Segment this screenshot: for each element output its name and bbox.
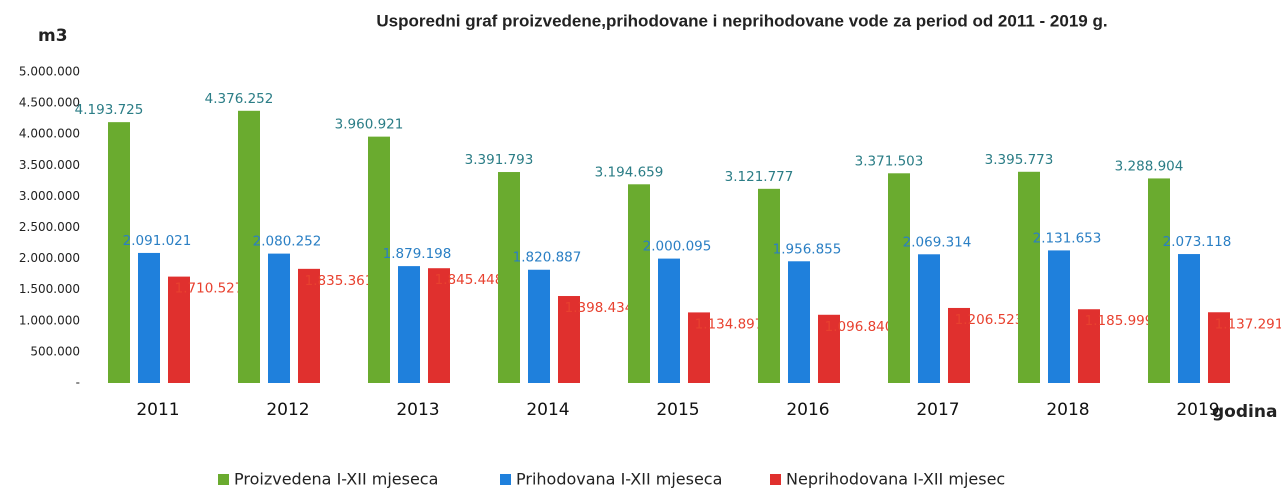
bar: [888, 173, 910, 383]
value-label: 1.206.523: [955, 312, 1024, 328]
value-label: 3.288.904: [1115, 158, 1184, 174]
value-label: 1.956.855: [773, 241, 842, 257]
x-axis-label: godina: [1212, 402, 1277, 422]
y-tick-label: 2.500.000: [19, 220, 80, 234]
bar: [818, 314, 840, 383]
value-label: 1.137.291: [1215, 316, 1281, 332]
value-label: 1.398.434: [565, 300, 634, 316]
bar: [498, 172, 520, 383]
bar: [298, 268, 320, 383]
bar: [138, 252, 160, 383]
x-tick-label: 2015: [656, 400, 699, 420]
chart-title: Usporedni graf proizvedene,prihodovane i…: [376, 11, 1107, 30]
value-label: 3.391.793: [465, 152, 534, 168]
bar: [1018, 171, 1040, 383]
y-axis-label: m3: [38, 26, 68, 46]
bar: [688, 312, 710, 383]
value-label: 1.845.448: [435, 272, 504, 288]
bar: [1178, 254, 1200, 383]
bar: [108, 122, 130, 384]
value-label: 2.131.653: [1033, 230, 1102, 246]
bar: [268, 253, 290, 383]
value-label: 3.960.921: [335, 117, 404, 133]
value-label: 1.096.840: [825, 319, 894, 335]
value-label: 3.121.777: [725, 169, 794, 185]
value-label: 3.395.773: [985, 152, 1054, 168]
value-label: 2.080.252: [253, 234, 322, 250]
value-label: 2.000.095: [643, 239, 712, 255]
y-tick-label: 4.500.000: [19, 96, 80, 110]
bar: [758, 188, 780, 383]
y-tick-label: 3.500.000: [19, 158, 80, 172]
value-label: 3.194.659: [595, 164, 664, 180]
bar: [948, 307, 970, 383]
value-label: 2.091.021: [123, 233, 192, 249]
legend-label: Prihodovana I-XII mjeseca: [516, 470, 722, 489]
y-tick-label: 2.000.000: [19, 251, 80, 265]
value-label: 2.073.118: [1163, 234, 1232, 250]
bar: [428, 268, 450, 383]
x-tick-label: 2019: [1176, 400, 1219, 420]
bar: [1078, 309, 1100, 383]
bar: [788, 261, 810, 383]
y-tick-label: 5.000.000: [19, 65, 80, 79]
y-tick-label: 1.000.000: [19, 313, 80, 327]
bar: [1048, 250, 1070, 383]
bar: [528, 269, 550, 383]
value-label: 1.879.198: [383, 246, 452, 262]
legend-label: Neprihodovana I-XII mjesec: [786, 470, 1005, 489]
y-tick-label: 3.000.000: [19, 189, 80, 203]
y-tick-label: -: [76, 376, 80, 390]
x-tick-label: 2013: [396, 400, 439, 420]
x-tick-label: 2012: [266, 400, 309, 420]
value-label: 4.376.252: [205, 91, 274, 107]
value-label: 4.193.725: [75, 102, 144, 118]
legend-label: Proizvedena I-XII mjeseca: [234, 470, 438, 489]
value-label: 1.710.527: [175, 281, 244, 297]
value-label: 2.069.314: [903, 234, 972, 250]
bar: [558, 296, 580, 383]
value-label: 1.134.897: [695, 316, 764, 332]
x-tick-label: 2011: [136, 400, 179, 420]
x-tick-label: 2016: [786, 400, 829, 420]
bar: [368, 136, 390, 383]
x-tick-label: 2017: [916, 400, 959, 420]
value-label: 1.185.999: [1085, 313, 1154, 329]
bar: [168, 276, 190, 383]
legend-swatch: [500, 474, 511, 485]
bar: [628, 184, 650, 383]
x-tick-label: 2018: [1046, 400, 1089, 420]
bar: [238, 110, 260, 384]
bar: [1148, 178, 1170, 383]
bar: [1208, 312, 1230, 383]
y-tick-label: 4.000.000: [19, 127, 80, 141]
value-label: 3.371.503: [855, 153, 924, 169]
y-tick-label: 500.000: [30, 344, 80, 358]
bar: [658, 258, 680, 383]
bar: [398, 266, 420, 383]
y-tick-label: 1.500.000: [19, 282, 80, 296]
value-label: 1.835.361: [305, 273, 374, 289]
value-label: 1.820.887: [513, 250, 582, 266]
legend-swatch: [770, 474, 781, 485]
x-tick-label: 2014: [526, 400, 569, 420]
bar: [918, 254, 940, 383]
legend-swatch: [218, 474, 229, 485]
